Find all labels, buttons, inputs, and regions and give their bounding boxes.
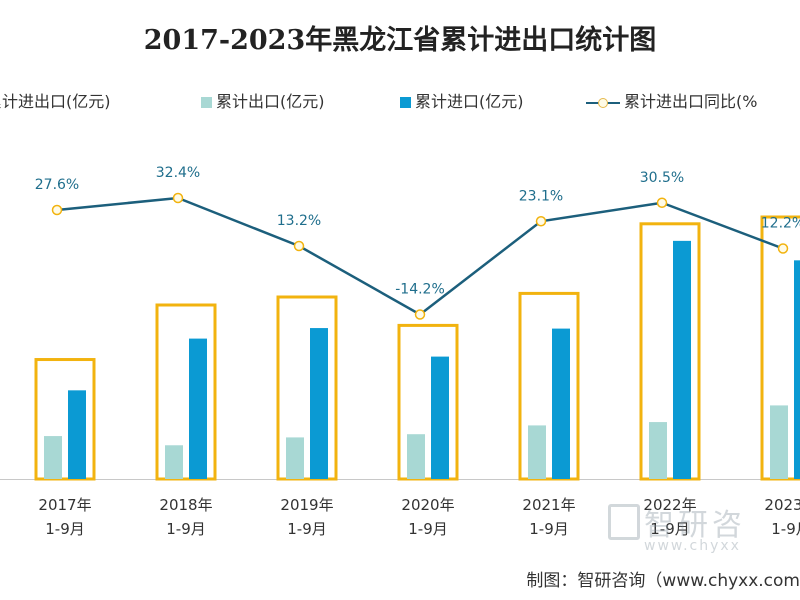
x-tick-label: 1-9月 (287, 520, 327, 538)
x-tick-label: 2020年 (401, 496, 454, 514)
x-tick-label: 2021年 (522, 496, 575, 514)
legend-item-export: 累计出口(亿元) (201, 88, 325, 112)
legend-yoy-label: 累计进出口同比(% (624, 92, 758, 111)
bar-total (276, 295, 338, 481)
bar-total (518, 291, 580, 481)
bar-import (673, 240, 691, 479)
legend-item-total: 累计进出口(亿元) (0, 88, 111, 112)
yoy-point (172, 192, 184, 204)
bar-export (528, 425, 546, 479)
x-tick-label: 1-9月 (45, 520, 85, 538)
chart-title: 2017-2023年黑龙江省累计进出口统计图 (143, 25, 657, 56)
bar-total (760, 215, 800, 481)
yoy-data-label: 32.4% (156, 165, 200, 181)
bar-import (310, 328, 328, 479)
legend-item-import: 累计进口(亿元) (400, 88, 524, 112)
yoy-data-label: 12.2% (761, 216, 800, 232)
source-note: 制图：智研咨询（www.chyxx.com (526, 571, 800, 591)
bar-total (639, 222, 701, 481)
yoy-point (535, 216, 547, 227)
legend-total-label: 累计进出口(亿元) (0, 92, 111, 111)
bar-import (552, 328, 570, 479)
legend-export-label: 累计出口(亿元) (216, 92, 325, 111)
x-tick-label: 1-9月 (771, 520, 800, 538)
legend-yoy-line-icon (586, 97, 620, 109)
legend-import-label: 累计进口(亿元) (415, 92, 524, 111)
yoy-data-label: 23.1% (519, 188, 563, 204)
bar-import (794, 260, 800, 479)
yoy-data-label: 27.6% (35, 177, 79, 193)
bar-total (34, 358, 96, 481)
legend-item-yoy: 累计进出口同比(% (586, 88, 757, 112)
watermark-url: www.chyxx (644, 538, 741, 554)
bar-export (44, 436, 62, 479)
x-tick-label: 2022年 (643, 496, 696, 514)
x-tick-label: 1-9月 (529, 520, 569, 538)
x-tick-label: 2017年 (38, 496, 91, 514)
chart-legend: 累计进出口(亿元) 累计出口(亿元) 累计进口(亿元) 累计进出口同比(% (0, 88, 800, 112)
legend-import-swatch (400, 97, 411, 108)
x-tick-label: 2019年 (280, 496, 333, 514)
x-tick-label: 1-9月 (650, 520, 690, 538)
x-tick-label: 1-9月 (408, 520, 448, 538)
x-tick-label: 2023年 (764, 496, 800, 514)
yoy-point (777, 243, 789, 254)
yoy-data-label: 13.2% (277, 213, 321, 229)
bar-import (68, 390, 86, 479)
bar-export (286, 437, 304, 479)
yoy-data-label: -14.2% (395, 282, 445, 298)
watermark: 智研咨 www.chyxx (608, 500, 800, 560)
yoy-point (293, 240, 305, 252)
yoy-data-label: 30.5% (640, 170, 684, 186)
yoy-point (414, 309, 426, 320)
yoy-point (656, 197, 668, 208)
bar-export (165, 445, 183, 479)
bar-total (155, 303, 217, 481)
yoy-point (51, 204, 63, 216)
bar-export (649, 422, 667, 479)
bar-total (397, 323, 459, 481)
bar-export (407, 434, 425, 479)
x-tick-label: 2018年 (159, 496, 212, 514)
x-tick-label: 1-9月 (166, 520, 206, 538)
bar-import (189, 338, 207, 479)
watermark-logo-icon (608, 504, 640, 540)
bar-import (431, 356, 449, 479)
watermark-name: 智研咨 (644, 508, 746, 543)
legend-export-swatch (201, 97, 212, 108)
bar-export (770, 405, 788, 479)
